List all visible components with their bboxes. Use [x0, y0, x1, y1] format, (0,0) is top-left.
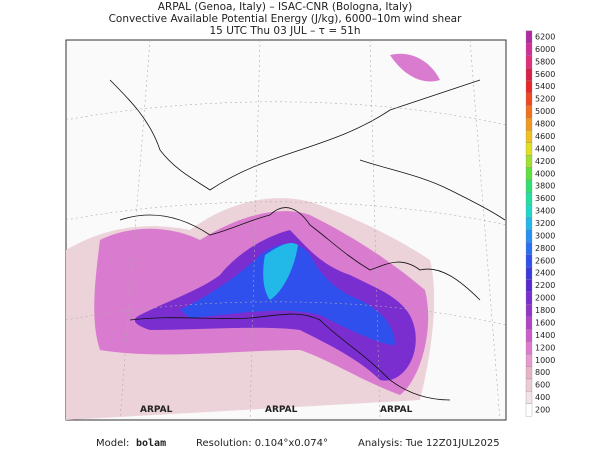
- colorbar-swatch: [525, 217, 533, 230]
- colorbar-label: 6200: [535, 33, 555, 42]
- colorbar-swatch: [525, 154, 533, 168]
- map: ARPAL ARPAL ARPAL: [65, 39, 507, 421]
- colorbar-swatch: [525, 43, 533, 56]
- colorbar-label: 6000: [535, 45, 555, 54]
- colorbar-label: 4600: [535, 132, 555, 141]
- resolution: Resolution: 0.104°x0.074°: [196, 438, 328, 449]
- colorbar-label: 4200: [535, 157, 555, 166]
- model-name: bolam: [136, 438, 166, 449]
- colorbar-label: 5400: [535, 82, 555, 91]
- colorbar-label: 2000: [535, 294, 555, 303]
- colorbar-swatch: [525, 353, 533, 367]
- colorbar-swatch: [525, 192, 533, 206]
- colorbar-label: 5800: [535, 57, 555, 66]
- cape-peak: [263, 243, 298, 300]
- time-label: 15 UTC Thu 03 JUL – τ = 51h: [210, 25, 361, 37]
- colorbar-label: 1000: [535, 356, 555, 365]
- colorbar-label: 2400: [535, 269, 555, 278]
- colorbar-label: 1600: [535, 318, 555, 327]
- colorbar-label: 800: [535, 368, 550, 377]
- colorbar-label: 400: [535, 393, 550, 402]
- map-fields: [66, 40, 506, 420]
- colorbar-label: 3400: [535, 207, 555, 216]
- colorbar-label: 4400: [535, 144, 555, 153]
- model-label: Model:: [96, 438, 129, 449]
- colorbar: 200 400 600 800 1000 1200 1400 1600 1800 2000 2200…: [525, 30, 555, 417]
- colorbar-swatch: [525, 316, 533, 330]
- colorbar-swatch: [525, 241, 533, 255]
- colorbar-swatch: [525, 279, 533, 293]
- title: ARPAL (Genoa, Italy) – ISAC-CNR (Bologna…: [158, 1, 412, 13]
- subtitle: Convective Available Potential Energy (J…: [109, 13, 463, 25]
- colorbar-swatch: [525, 179, 533, 193]
- colorbar-swatch: [525, 55, 533, 69]
- colorbar-swatch: [525, 403, 533, 417]
- colorbar-swatch: [525, 80, 533, 94]
- colorbar-swatch: [525, 366, 533, 380]
- colorbar-swatch: [525, 378, 533, 392]
- colorbar-label: 4800: [535, 120, 555, 129]
- colorbar-swatch: [525, 229, 533, 243]
- colorbar-label: 5600: [535, 70, 555, 79]
- colorbar-label: 2600: [535, 256, 555, 265]
- colorbar-swatch: [525, 391, 533, 404]
- colorbar-swatch: [525, 329, 533, 342]
- colorbar-label: 1400: [535, 331, 555, 340]
- coastlines: [109, 79, 506, 401]
- colorbar-label: 1200: [535, 343, 555, 352]
- colorbar-label: 5000: [535, 107, 555, 116]
- analysis: Analysis: Tue 12Z01JUL2025: [358, 438, 500, 449]
- colorbar-swatch: [525, 30, 533, 44]
- cape-very-high: [180, 243, 395, 345]
- colorbar-label: 4000: [535, 169, 555, 178]
- watermark: ARPAL: [380, 405, 413, 415]
- colorbar-label: 3000: [535, 231, 555, 240]
- colorbar-swatch: [525, 105, 533, 118]
- colorbar-label: 5200: [535, 95, 555, 104]
- colorbar-label: 3800: [535, 182, 555, 191]
- colorbar-swatch: [525, 341, 533, 355]
- watermark: ARPAL: [140, 405, 173, 415]
- colorbar-swatch: [525, 92, 533, 106]
- colorbar-swatch: [525, 117, 533, 131]
- cape-north: [390, 53, 440, 82]
- colorbar-swatch: [525, 142, 533, 156]
- colorbar-label: 600: [535, 381, 550, 390]
- watermark: ARPAL: [265, 405, 298, 415]
- colorbar-label: 3200: [535, 219, 555, 228]
- colorbar-swatch: [525, 67, 533, 81]
- colorbar-swatch: [525, 266, 533, 280]
- colorbar-label: 200: [535, 406, 550, 415]
- colorbar-label: 1800: [535, 306, 555, 315]
- colorbar-swatch: [525, 204, 533, 218]
- colorbar-label: 2200: [535, 281, 555, 290]
- colorbar-swatch: [525, 167, 533, 181]
- colorbar-swatch: [525, 304, 533, 317]
- colorbar-label: 3600: [535, 194, 555, 203]
- colorbar-swatch: [525, 254, 533, 268]
- graticule: [66, 40, 506, 420]
- colorbar-swatch: [525, 130, 533, 143]
- colorbar-swatch: [525, 291, 533, 305]
- colorbar-label: 2800: [535, 244, 555, 253]
